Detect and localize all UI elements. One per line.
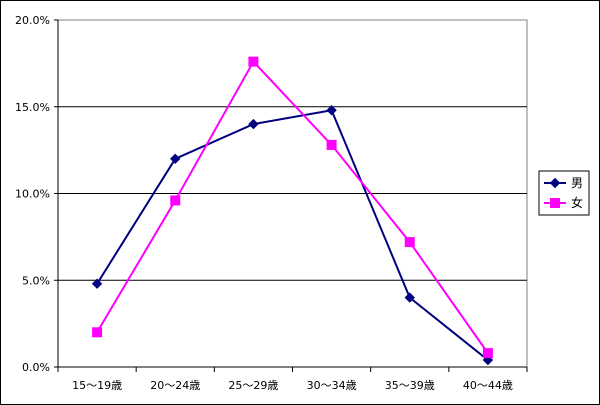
legend-item: 女 — [544, 195, 583, 210]
data-point — [170, 153, 181, 165]
y-tick-label: 10.0% — [15, 188, 50, 201]
x-tick-label: 20〜24歳 — [150, 379, 200, 392]
data-point — [91, 278, 103, 289]
data-point — [404, 292, 415, 303]
data-point — [404, 237, 415, 248]
data-point — [92, 327, 103, 338]
series-1 — [91, 105, 494, 366]
data-point — [170, 195, 181, 206]
x-tick-label: 25〜29歳 — [228, 379, 278, 392]
data-point — [326, 105, 337, 116]
series-line — [96, 109, 489, 361]
y-tick-label: 15.0% — [15, 101, 50, 114]
axes: 0.0% 5.0% 10.0% 15.0% 20.0% 15〜19歳 20〜24歳 25〜29… — [15, 14, 528, 392]
y-tick-label: 20.0% — [15, 14, 50, 27]
series-lines — [91, 56, 494, 366]
data-point — [326, 139, 337, 150]
legend-marker — [550, 198, 560, 208]
series-2 — [92, 56, 493, 359]
legend-label: 男 — [571, 176, 583, 190]
x-tick-label: 40〜44歳 — [463, 379, 513, 392]
legend-item: 男 — [544, 176, 583, 190]
legend: 男女 — [538, 170, 590, 216]
y-tick-label: 5.0% — [22, 274, 50, 287]
series-line — [96, 59, 489, 354]
legend-box — [538, 170, 590, 216]
grid-lines — [58, 106, 527, 281]
data-point — [482, 348, 493, 359]
x-tick-label: 35〜39歳 — [385, 379, 435, 392]
legend-label: 女 — [571, 195, 583, 210]
x-tick-label: 15〜19歳 — [72, 379, 122, 392]
y-tick-label: 0.0% — [22, 361, 50, 374]
data-point — [248, 56, 259, 67]
data-point — [248, 118, 259, 130]
x-tick-label: 30〜34歳 — [307, 379, 357, 392]
legend-marker — [549, 177, 561, 189]
